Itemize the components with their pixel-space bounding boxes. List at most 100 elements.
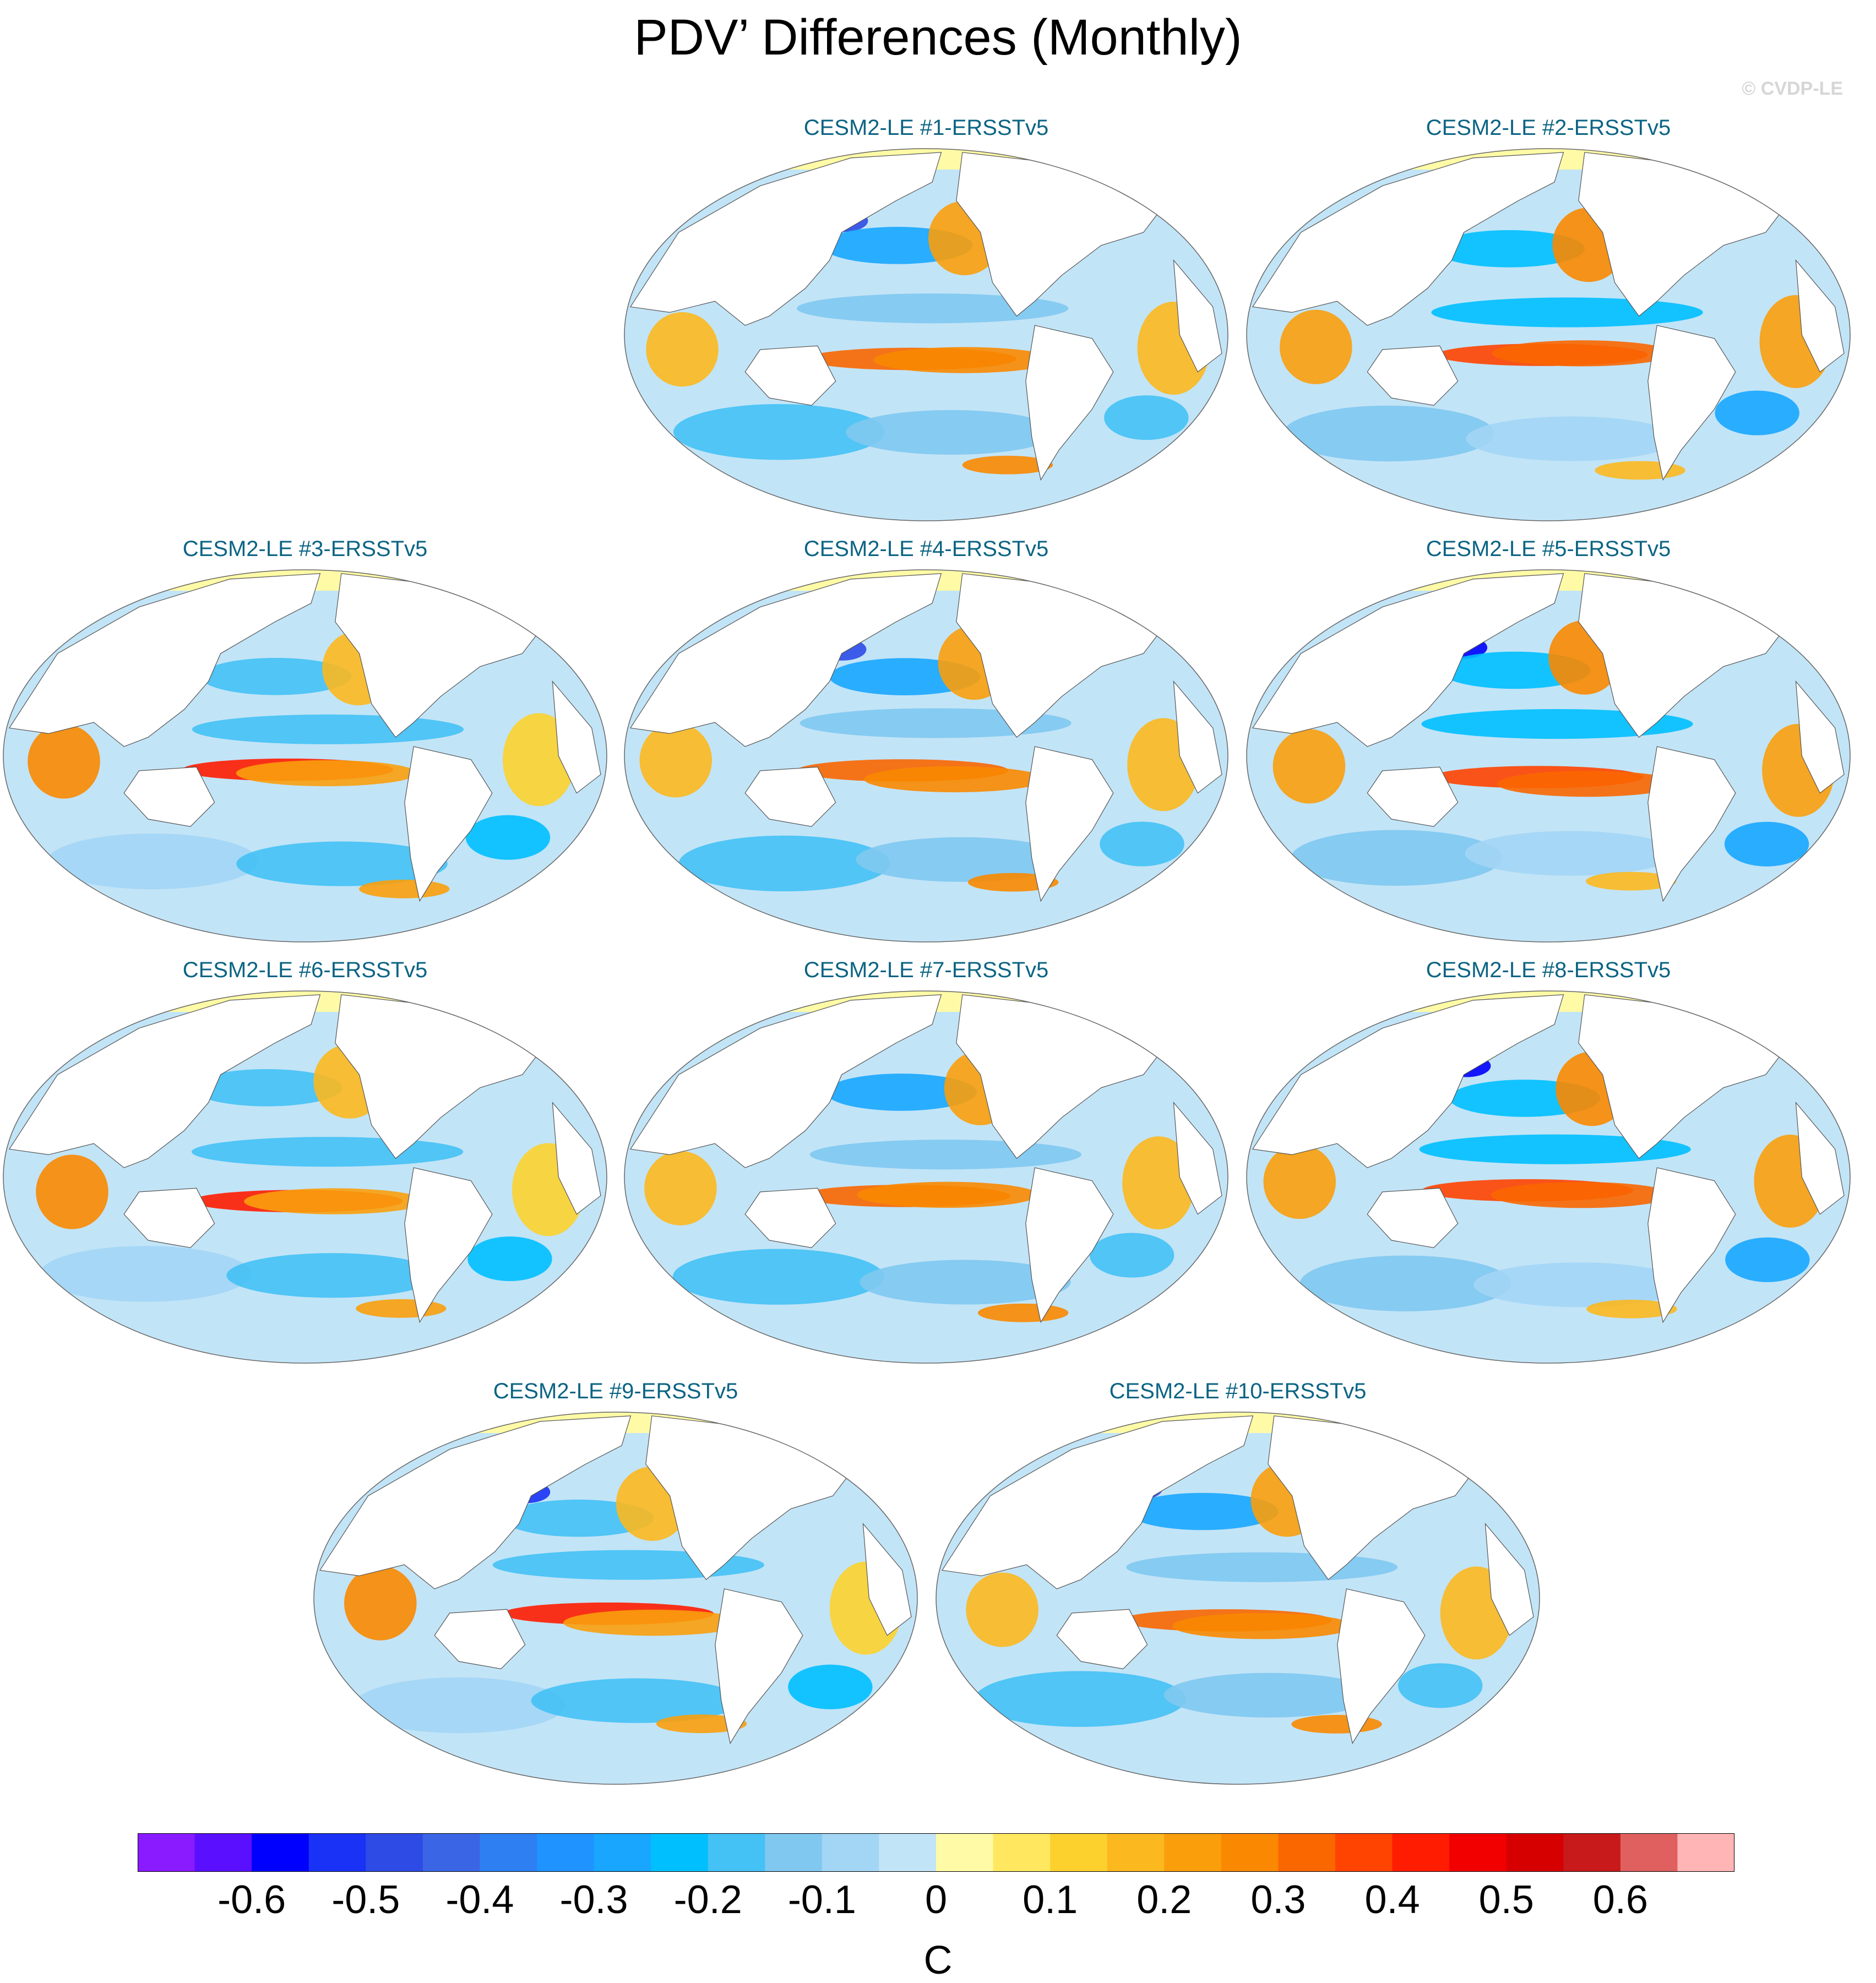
map-panel: CESM2-LE #6-ERSSTv5 — [1, 958, 609, 1368]
anomaly-patch — [236, 841, 448, 886]
anomaly-patch — [1724, 821, 1809, 867]
land-mask — [1025, 1167, 1114, 1323]
anomaly-patch — [797, 293, 1069, 324]
colorbar-box — [537, 1833, 595, 1872]
colorbar-box — [594, 1833, 651, 1872]
panel-title: CESM2-LE #5-ERSSTv5 — [1426, 537, 1671, 561]
anomaly-patch — [1431, 297, 1703, 328]
anomaly-patch — [1263, 1144, 1336, 1219]
anomaly-patch — [1104, 395, 1189, 440]
land-mask — [404, 1167, 493, 1323]
map-outline — [1246, 148, 1851, 521]
panel-title: CESM2-LE #1-ERSSTv5 — [803, 116, 1049, 140]
land-mask — [629, 152, 942, 326]
anomaly-patch — [846, 410, 1057, 455]
anomaly-patch — [809, 1140, 1081, 1170]
anomaly-patch — [192, 714, 464, 744]
land-mask — [404, 746, 493, 902]
anomaly-patch — [1586, 1299, 1677, 1319]
colorbar-tick-label: -0.1 — [788, 1878, 856, 1922]
colorbar-tick-label: 0.6 — [1593, 1878, 1648, 1922]
colorbar-box — [708, 1833, 765, 1872]
anomaly-patch — [873, 347, 1055, 373]
land-mask — [319, 1415, 632, 1589]
colorbar-box — [1278, 1833, 1336, 1872]
colorbar-tick-label: 0.1 — [1023, 1878, 1078, 1922]
colorbar-box — [993, 1833, 1051, 1872]
anomaly-patch — [192, 1137, 464, 1167]
land-mask — [1252, 994, 1564, 1168]
anomaly-patch — [788, 1664, 873, 1709]
land-mask — [8, 573, 321, 747]
land-mask — [744, 1187, 836, 1249]
land-mask — [1795, 680, 1845, 794]
land-mask — [1252, 573, 1564, 747]
anomaly-patch — [672, 1249, 884, 1305]
land-mask — [1795, 259, 1845, 373]
map-outline — [3, 569, 607, 943]
colorbar-tick-label: 0 — [925, 1878, 947, 1922]
anomaly-patch — [857, 1181, 1038, 1208]
land-mask — [629, 573, 942, 747]
colorbar: -0.6 -0.5 -0.4 -0.3 -0.2 -0.1 0 0.1 0.2 0.3 0.4 0.5… — [138, 1833, 1734, 1922]
colorbar-box — [1107, 1833, 1165, 1872]
anomaly-patch — [1089, 1233, 1174, 1278]
colorbar-tick-label: 0.4 — [1365, 1878, 1420, 1922]
anomaly-patch — [646, 312, 719, 387]
colorbar-box — [1563, 1833, 1621, 1872]
figure-title: PDV’ Differences (Monthly) — [634, 9, 1242, 66]
colorbar-box — [765, 1833, 823, 1872]
map-panel: CESM2-LE #4-ERSSTv5 — [622, 537, 1230, 947]
anomaly-patch — [1100, 821, 1184, 867]
anomaly-patch — [354, 1677, 565, 1734]
anomaly-patch — [244, 1188, 425, 1214]
anomaly-patch — [966, 1572, 1038, 1647]
colorbar-tick-label: 0.2 — [1137, 1878, 1192, 1922]
anomaly-patch — [639, 723, 713, 798]
land-mask — [1485, 1522, 1534, 1636]
land-mask — [123, 1187, 215, 1249]
colorbar-tick-label: 0.3 — [1250, 1878, 1306, 1922]
colorbar-tick-label: 0.5 — [1479, 1878, 1534, 1922]
land-mask — [1025, 325, 1114, 481]
anomaly-patch — [1172, 1612, 1354, 1639]
colorbar-tick-label: -0.4 — [445, 1878, 514, 1922]
land-mask — [862, 1522, 912, 1636]
anomaly-patch — [1491, 1181, 1672, 1208]
anomaly-patch — [1283, 405, 1495, 462]
anomaly-patch — [1280, 309, 1352, 384]
anomaly-patch — [1273, 729, 1346, 804]
anomaly-patch — [962, 455, 1053, 475]
land-mask — [1367, 345, 1459, 406]
map-outline — [3, 990, 607, 1364]
anomaly-patch — [1585, 871, 1677, 891]
panel-title: CESM2-LE #10-ERSSTv5 — [1109, 1379, 1367, 1403]
map-outline — [624, 990, 1228, 1364]
land-mask — [1795, 1101, 1845, 1215]
anomaly-patch — [678, 835, 890, 892]
panel-title: CESM2-LE #2-ERSSTv5 — [1426, 116, 1671, 140]
anomaly-patch — [673, 404, 885, 460]
colorbar-box — [1677, 1833, 1734, 1872]
colorbar-box — [651, 1833, 709, 1872]
anomaly-patch — [1715, 390, 1799, 435]
land-mask — [552, 680, 601, 794]
anomaly-patch — [1299, 1255, 1511, 1312]
anomaly-patch — [1492, 340, 1673, 367]
anomaly-patch — [1398, 1663, 1483, 1708]
colorbar-box — [879, 1833, 937, 1872]
land-mask — [715, 1588, 803, 1745]
anomaly-patch — [236, 760, 417, 787]
colorbar-box — [1335, 1833, 1393, 1872]
map-svg — [1246, 569, 1851, 943]
map-outline — [624, 148, 1228, 521]
anomaly-patch — [977, 1303, 1069, 1322]
map-svg — [313, 1412, 918, 1785]
anomaly-patch — [1291, 830, 1503, 886]
land-mask — [941, 1415, 1254, 1589]
anomaly-patch — [344, 1566, 417, 1641]
anomaly-patch — [1465, 831, 1677, 876]
anomaly-patch — [467, 1236, 552, 1282]
map-outline — [1246, 569, 1851, 943]
map-outline — [936, 1412, 1540, 1785]
